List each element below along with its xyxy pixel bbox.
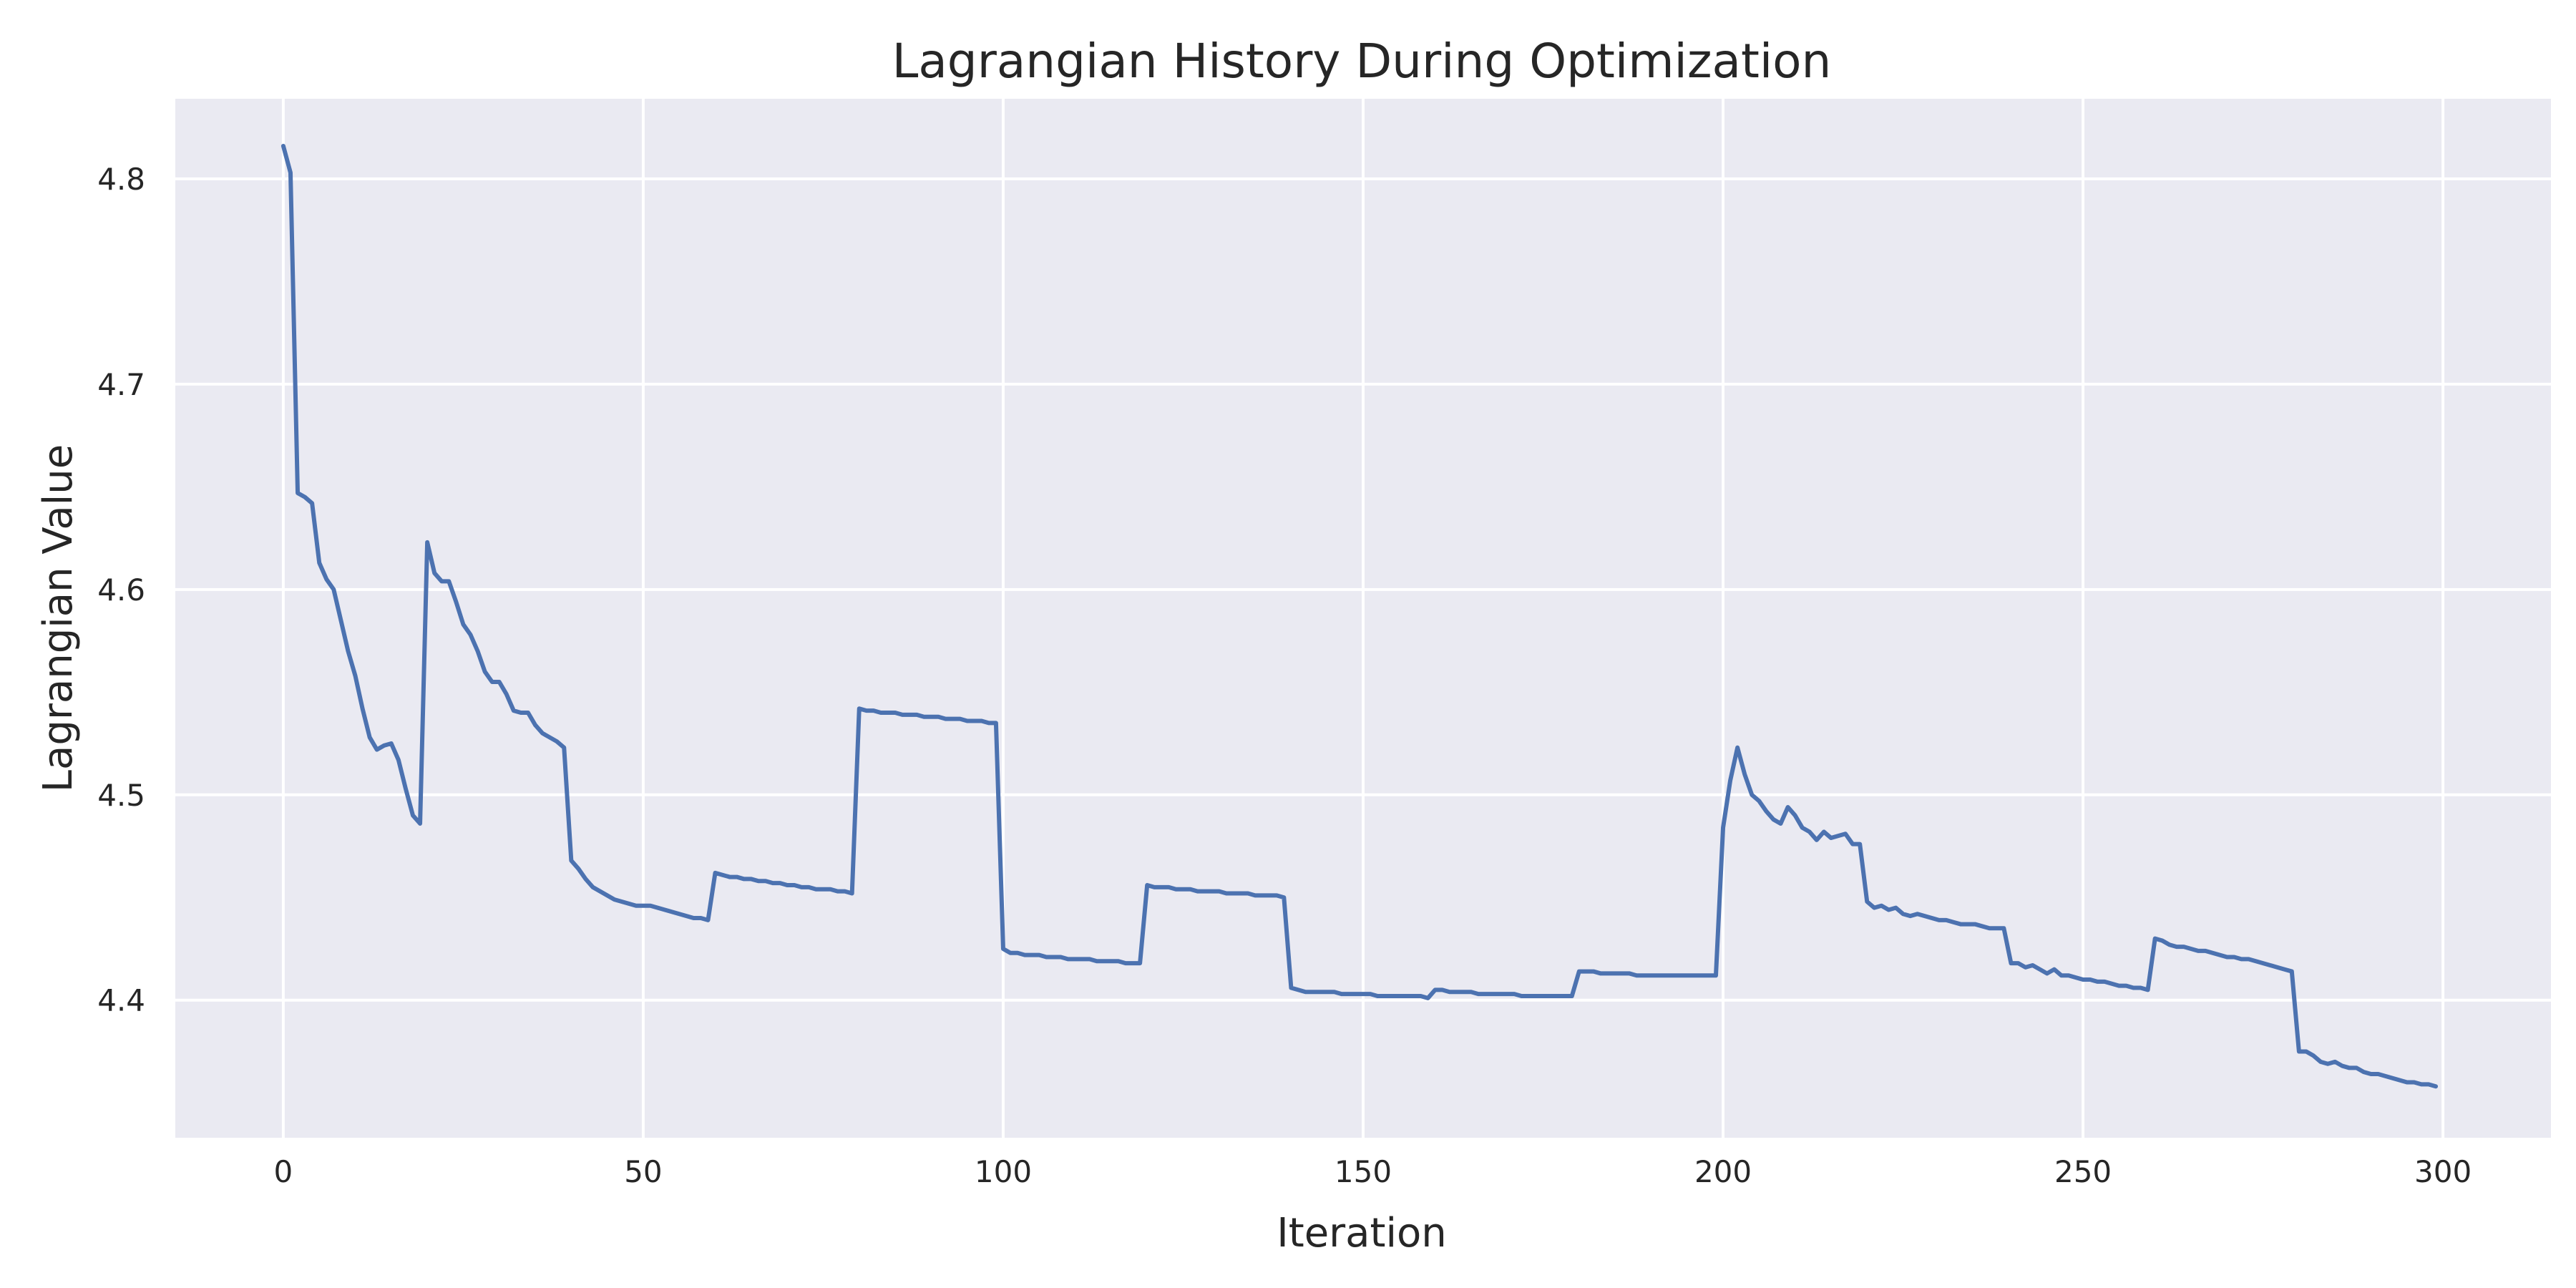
- tick-labels: 0 50 100 150 200 250 300 4.4 4.5 4.6 4.7 4.8: [97, 162, 2472, 1189]
- y-tick-label: 4.7: [97, 367, 145, 402]
- x-tick-label: 200: [1694, 1154, 1752, 1189]
- x-tick-label: 250: [2054, 1154, 2112, 1189]
- x-tick-label: 50: [624, 1154, 662, 1189]
- chart-title: Lagrangian History During Optimization: [892, 34, 1832, 89]
- y-tick-label: 4.6: [97, 572, 145, 608]
- series-layer: [280, 144, 2439, 1089]
- grid: [175, 99, 2551, 1138]
- y-axis-label: Lagrangian Value: [35, 444, 82, 792]
- x-axis-label: Iteration: [1277, 1210, 1447, 1257]
- y-tick-label: 4.5: [97, 778, 145, 813]
- lagrangian-series-line: [280, 144, 2439, 1089]
- y-tick-label: 4.8: [97, 162, 145, 197]
- x-tick-label: 150: [1335, 1154, 1392, 1189]
- y-tick-label: 4.4: [97, 983, 145, 1018]
- x-tick-label: 100: [975, 1154, 1032, 1189]
- x-tick-label: 300: [2414, 1154, 2472, 1189]
- x-tick-label: 0: [274, 1154, 293, 1189]
